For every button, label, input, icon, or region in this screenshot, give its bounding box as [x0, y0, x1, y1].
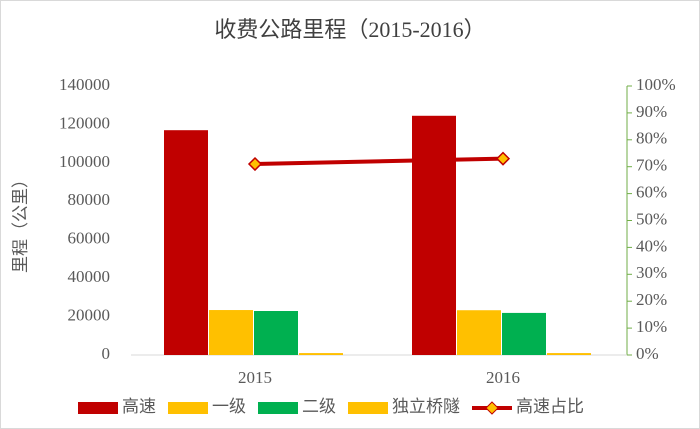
bar: [299, 353, 343, 355]
legend-label: 高速: [122, 397, 156, 416]
legend-swatch-marker: [485, 401, 499, 415]
bar: [457, 310, 501, 355]
y-tick-label: 80000: [68, 190, 111, 209]
y-tick-label: 140000: [59, 75, 110, 94]
y2-tick-label: 10%: [636, 317, 667, 336]
y2-tick-label: 20%: [636, 290, 667, 309]
legend-swatch: [168, 402, 208, 414]
y2-tick-label: 30%: [636, 263, 667, 282]
line-marker: [495, 151, 511, 166]
y-tick-label: 100000: [59, 152, 110, 171]
line-marker: [247, 156, 263, 172]
y-tick-label: 40000: [68, 267, 111, 286]
y2-tick-label: 90%: [636, 102, 667, 121]
x-tick-label: 2015: [238, 368, 272, 387]
y-tick-label: 120000: [59, 113, 110, 132]
y2-tick-label: 60%: [636, 183, 667, 202]
bar: [502, 312, 546, 355]
chart-title: 收费公路里程（2015-2016）: [214, 17, 485, 42]
bar: [254, 310, 298, 355]
y-tick-label: 0: [102, 344, 111, 363]
bar: [547, 353, 591, 355]
bar: [209, 310, 253, 355]
y2-tick-label: 70%: [636, 156, 667, 175]
legend-swatch: [258, 402, 298, 414]
y2-tick-label: 50%: [636, 209, 667, 228]
y2-tick-label: 0%: [636, 344, 659, 363]
bar: [164, 130, 208, 355]
x-tick-label: 2016: [486, 368, 520, 387]
legend-label: 二级: [302, 397, 336, 416]
legend-swatch: [348, 402, 388, 414]
y2-tick-label: 80%: [636, 129, 667, 148]
y-tick-label: 60000: [68, 229, 111, 248]
legend-label: 高速占比: [516, 397, 584, 416]
bar: [412, 115, 456, 356]
legend-label: 独立桥隧: [392, 397, 460, 416]
line: [254, 156, 504, 167]
legend-label: 一级: [212, 397, 246, 416]
y-tick-label: 20000: [68, 305, 111, 324]
y-axis-label: 里程（公里）: [11, 171, 30, 273]
legend-swatch: [78, 402, 118, 414]
y2-tick-label: 40%: [636, 236, 667, 255]
y2-tick-label: 100%: [636, 75, 676, 94]
